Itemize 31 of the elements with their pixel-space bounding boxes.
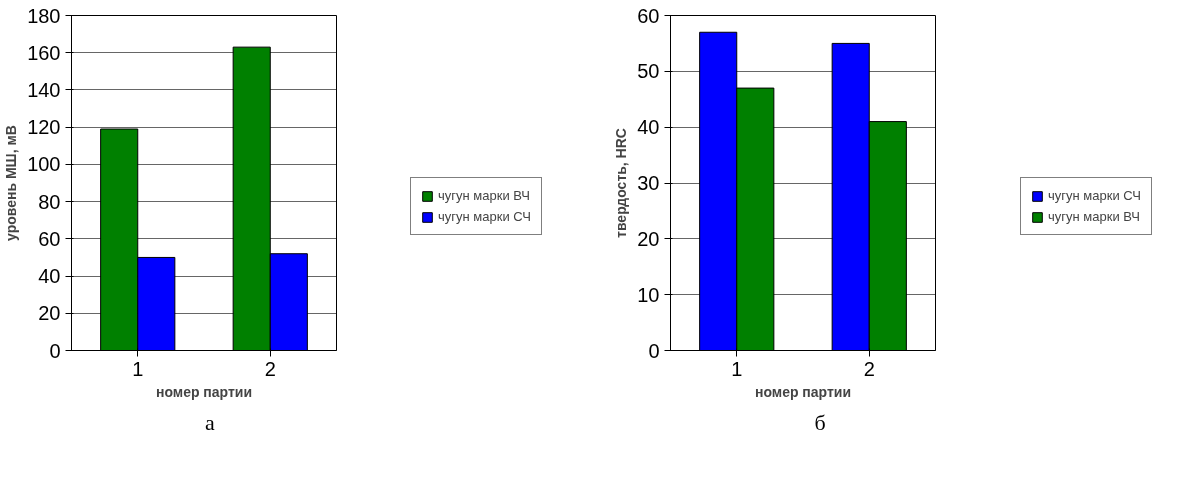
y-tick-label: 120 bbox=[27, 116, 61, 139]
x-tick-label: 2 bbox=[264, 357, 276, 380]
x-axis-title: номер партии bbox=[754, 383, 852, 400]
y-tick-label: 60 bbox=[637, 4, 660, 27]
y-tick-label: 20 bbox=[38, 302, 61, 325]
y-tick-label: 180 bbox=[27, 4, 61, 27]
legend-label: чугун марки ВЧ bbox=[1048, 209, 1141, 224]
y-tick-label: 20 bbox=[637, 227, 660, 250]
y-tick-label: 160 bbox=[27, 41, 61, 64]
y-tick-label: 100 bbox=[27, 153, 61, 176]
y-tick-label: 40 bbox=[38, 265, 61, 288]
x-tick-label: 1 bbox=[731, 357, 743, 380]
y-tick-label: 0 bbox=[49, 339, 61, 362]
y-tick-label: 30 bbox=[637, 172, 660, 194]
y-axis-title: уровень МШ, мВ bbox=[3, 125, 20, 241]
y-tick-label: 50 bbox=[637, 60, 660, 83]
y-tick-label: 80 bbox=[38, 190, 61, 213]
text: а bbox=[205, 409, 215, 437]
y-tick-label: 60 bbox=[38, 227, 61, 250]
legend-label: чугун марки СЧ bbox=[438, 209, 531, 224]
x-axis-title: номер партии bbox=[155, 383, 253, 400]
legend-label: чугун марки СЧ bbox=[1048, 188, 1141, 203]
y-tick-label: 10 bbox=[637, 283, 660, 306]
legend-label: чугун марки ВЧ bbox=[438, 188, 531, 203]
x-tick-label: 2 bbox=[863, 357, 875, 380]
y-tick-label: 140 bbox=[27, 78, 61, 101]
x-tick-label: 1 bbox=[132, 357, 144, 380]
y-axis-title: твердость, HRC bbox=[613, 128, 630, 238]
y-tick-label: 0 bbox=[648, 339, 660, 362]
y-tick-label: 40 bbox=[637, 116, 660, 139]
text: б bbox=[814, 409, 826, 437]
